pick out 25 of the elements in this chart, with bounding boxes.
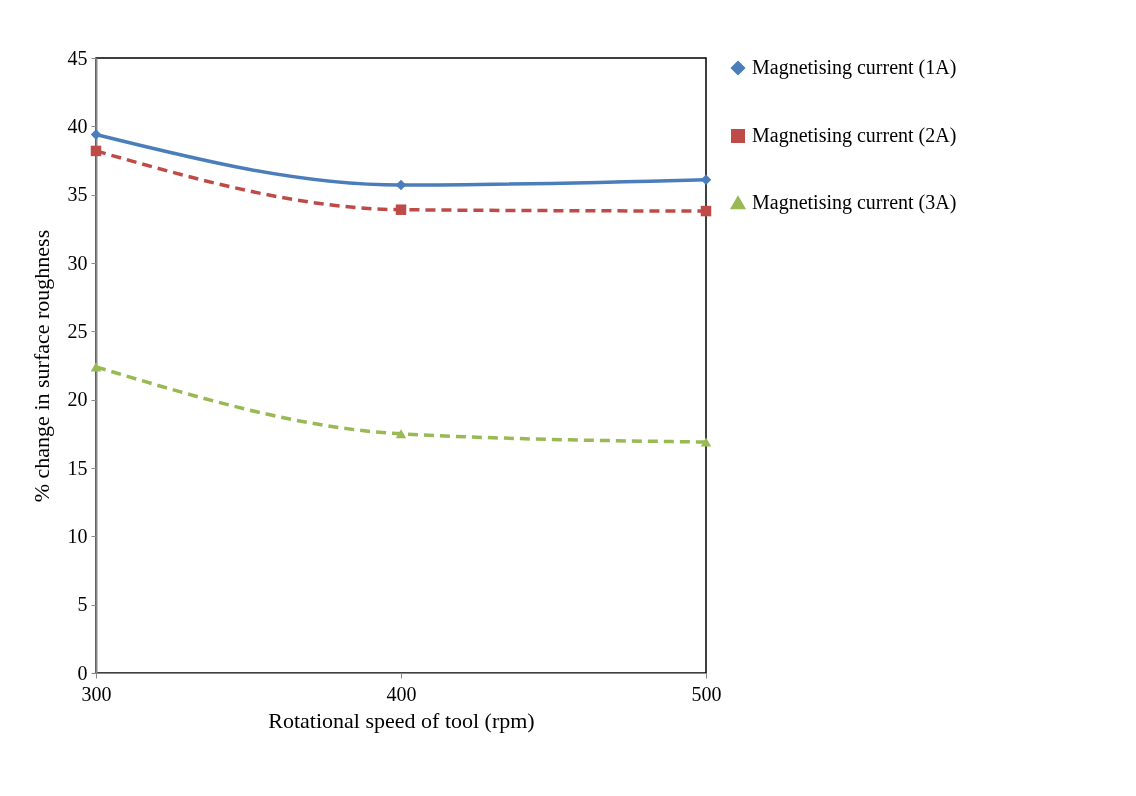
point: [90, 129, 102, 140]
legend-label: Magnetising current (1A): [752, 56, 957, 79]
y-tick-label: 40: [67, 114, 88, 137]
point: [700, 205, 712, 217]
y-tick-label: 5: [77, 593, 88, 616]
y-tick-label: 20: [67, 388, 88, 411]
point: [90, 362, 102, 372]
y-tick-label: 25: [67, 319, 88, 342]
y-tick-label: 30: [67, 251, 88, 274]
legend-label: Magnetising current (3A): [752, 191, 957, 214]
y-tick-label: 35: [67, 183, 88, 206]
y-tick-label: 15: [67, 456, 88, 479]
x-axis-title: Rotational speed of tool (rpm): [268, 707, 535, 733]
legend-label: Magnetising current (2A): [752, 124, 957, 147]
y-tick-label: 10: [67, 524, 88, 547]
x-tick-label: 300: [81, 682, 112, 705]
y-tick-label: 0: [77, 661, 88, 684]
point: [90, 145, 102, 157]
y-axis-title: % change in surface roughness: [28, 229, 54, 503]
point: [700, 437, 712, 447]
x-tick-label: 500: [691, 682, 722, 705]
y-tick-label: 45: [67, 46, 88, 69]
point: [395, 429, 407, 439]
point: [395, 204, 407, 215]
x-tick-label: 400: [386, 682, 417, 705]
